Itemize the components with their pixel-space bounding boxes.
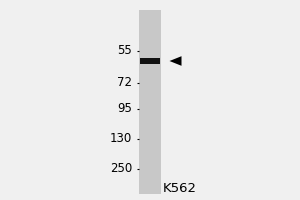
- Text: 55: 55: [117, 45, 132, 58]
- Bar: [139, 10, 161, 194]
- Text: 72: 72: [117, 76, 132, 90]
- Text: K562: K562: [163, 182, 197, 196]
- Text: 250: 250: [110, 162, 132, 176]
- Text: 130: 130: [110, 132, 132, 146]
- Polygon shape: [169, 56, 181, 66]
- Bar: [140, 58, 160, 64]
- Text: 95: 95: [117, 102, 132, 116]
